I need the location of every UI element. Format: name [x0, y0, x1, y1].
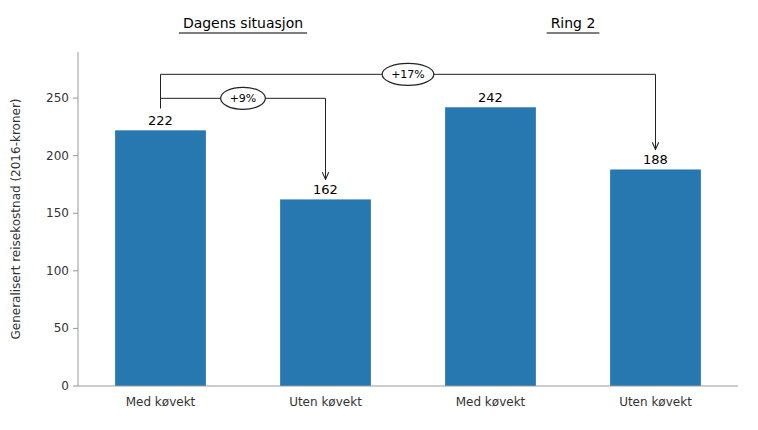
- bar: [115, 130, 206, 386]
- y-tick: [73, 328, 78, 329]
- bar: [280, 199, 371, 386]
- y-tick-label: 200: [46, 149, 69, 163]
- y-tick-label: 250: [46, 91, 69, 105]
- group-label: Dagens situasjon: [183, 15, 303, 31]
- bar: [610, 169, 701, 386]
- annotation: +17%: [391, 68, 425, 81]
- x-tick-label: Med køvekt: [126, 395, 196, 409]
- bars: [115, 107, 701, 386]
- x-tick-label: Med køvekt: [456, 395, 526, 409]
- y-tick: [73, 155, 78, 156]
- y-tick-label: 100: [46, 264, 69, 278]
- y-tick: [73, 270, 78, 271]
- x-axis-line: [78, 386, 738, 387]
- group-underline: [179, 32, 307, 33]
- y-tick-label: 0: [61, 379, 69, 393]
- annotation-bracket: +17%: [161, 63, 656, 149]
- x-tick-label: Uten køvekt: [289, 395, 362, 409]
- y-tick-label: 50: [54, 321, 69, 335]
- y-tick: [73, 98, 78, 99]
- y-axis-line: [78, 52, 79, 386]
- annotation-bracket: +9%: [161, 87, 326, 179]
- data-label: 242: [478, 90, 503, 105]
- annotation-ellipse: [382, 63, 434, 85]
- chart: 0 50 100 150 200 250 Generalisert reisekostnad…: [0, 0, 758, 430]
- bracket-arrow: [655, 74, 656, 149]
- x-tick-label: Uten køvekt: [619, 395, 692, 409]
- annotation-ellipse: [221, 87, 266, 109]
- y-tick: [73, 386, 78, 387]
- chart-container: 0 50 100 150 200 250 Generalisert reisekostnad…: [0, 0, 758, 430]
- bracket-arrow: [325, 98, 326, 179]
- data-label: 162: [313, 182, 338, 197]
- data-label: 188: [643, 152, 668, 167]
- group-label: Ring 2: [551, 15, 596, 31]
- group-underline: [547, 32, 600, 33]
- bar: [445, 107, 536, 386]
- y-tick: [73, 213, 78, 214]
- y-axis-label: Generalisert reisekostnad (2016-kroner): [9, 98, 23, 339]
- annotation: +9%: [230, 92, 257, 105]
- y-tick-label: 150: [46, 206, 69, 220]
- data-label: 222: [148, 113, 173, 128]
